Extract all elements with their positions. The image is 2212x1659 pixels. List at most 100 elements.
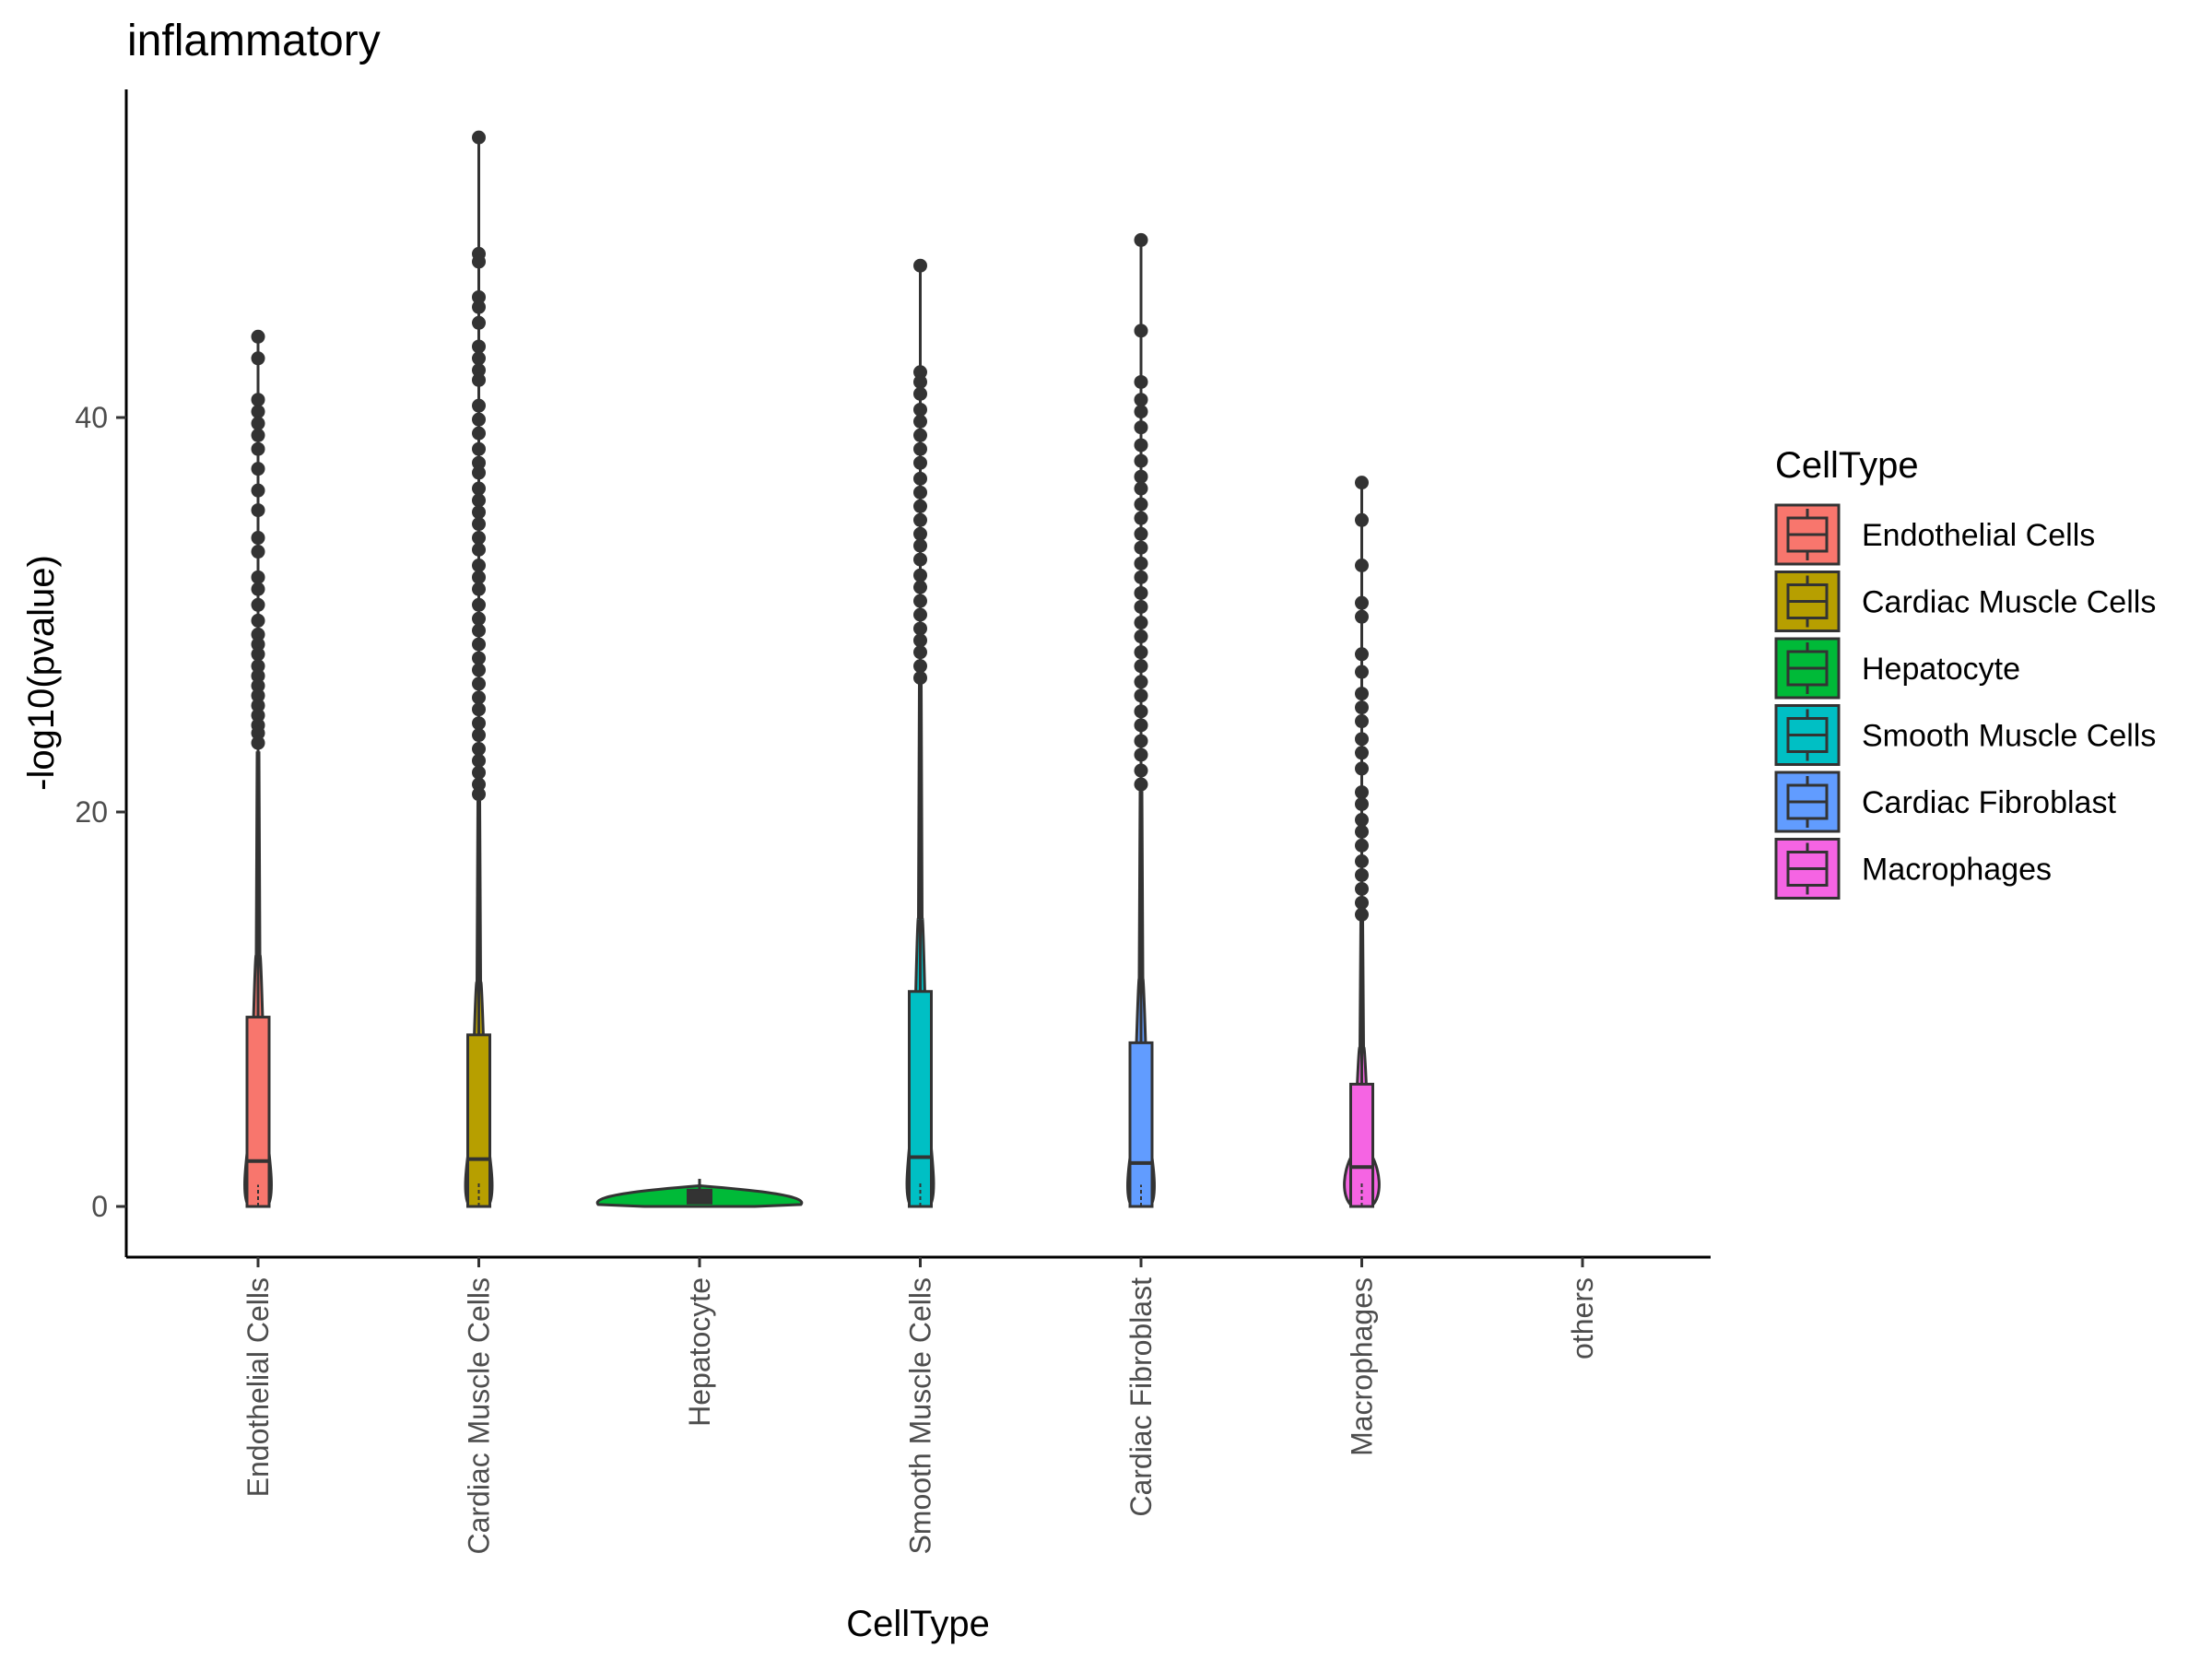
outlier-point-endothelial-cells-9 bbox=[251, 503, 265, 518]
outlier-point-cardiac-fibroblast-20 bbox=[1134, 645, 1148, 660]
x-tick-label-macrophages: Macrophages bbox=[1346, 1277, 1379, 1456]
outlier-point-cardiac-muscle-cells-8 bbox=[472, 363, 486, 378]
outlier-point-smooth-muscle-cells-13 bbox=[913, 526, 927, 541]
outlier-point-cardiac-muscle-cells-14 bbox=[472, 455, 486, 470]
outlier-point-cardiac-fibroblast-29 bbox=[1134, 777, 1148, 792]
outlier-point-cardiac-fibroblast-18 bbox=[1134, 616, 1148, 630]
outlier-point-cardiac-fibroblast-4 bbox=[1134, 405, 1148, 419]
outlier-point-smooth-muscle-cells-17 bbox=[913, 580, 927, 594]
outlier-point-cardiac-muscle-cells-24 bbox=[472, 582, 486, 596]
outlier-point-endothelial-cells-7 bbox=[251, 462, 265, 477]
outlier-point-smooth-muscle-cells-4 bbox=[913, 402, 927, 417]
outlier-point-endothelial-cells-19 bbox=[251, 659, 265, 674]
outlier-point-macrophages-22 bbox=[1355, 907, 1369, 922]
outlier-point-cardiac-muscle-cells-13 bbox=[472, 441, 486, 456]
x-axis-title: CellType bbox=[846, 1604, 990, 1644]
outlier-point-cardiac-fibroblast-21 bbox=[1134, 659, 1148, 674]
outlier-point-cardiac-muscle-cells-10 bbox=[472, 398, 486, 413]
legend-item-endothelial-cells: Endothelial Cells bbox=[1774, 503, 2095, 566]
outlier-point-endothelial-cells-12 bbox=[251, 570, 265, 584]
x-tick-label-cardiac-fibroblast: Cardiac Fibroblast bbox=[1124, 1277, 1158, 1517]
outlier-point-smooth-muscle-cells-1 bbox=[913, 365, 927, 380]
outlier-point-endothelial-cells-24 bbox=[251, 708, 265, 723]
outlier-point-cardiac-muscle-cells-23 bbox=[472, 570, 486, 584]
outlier-point-smooth-muscle-cells-11 bbox=[913, 499, 927, 513]
outlier-point-endothelial-cells-2 bbox=[251, 393, 265, 407]
outlier-point-cardiac-muscle-cells-18 bbox=[472, 505, 486, 520]
series-hepatocyte bbox=[595, 1179, 804, 1208]
legend-label-cardiac-fibroblast: Cardiac Fibroblast bbox=[1862, 785, 2116, 820]
outlier-point-cardiac-muscle-cells-36 bbox=[472, 742, 486, 757]
outlier-point-cardiac-muscle-cells-31 bbox=[472, 677, 486, 691]
outlier-point-endothelial-cells-27 bbox=[251, 735, 265, 750]
outlier-point-macrophages-6 bbox=[1355, 665, 1369, 679]
outlier-point-cardiac-fibroblast-12 bbox=[1134, 526, 1148, 541]
outlier-point-cardiac-fibroblast-27 bbox=[1134, 747, 1148, 762]
outlier-point-smooth-muscle-cells-22 bbox=[913, 645, 927, 660]
outlier-point-macrophages-1 bbox=[1355, 512, 1369, 527]
outlier-point-macrophages-17 bbox=[1355, 838, 1369, 853]
outlier-point-smooth-muscle-cells-3 bbox=[913, 386, 927, 401]
outlier-point-smooth-muscle-cells-6 bbox=[913, 428, 927, 442]
outlier-point-endothelial-cells-23 bbox=[251, 698, 265, 712]
legend-item-smooth-muscle-cells: Smooth Muscle Cells bbox=[1774, 704, 2156, 766]
outlier-point-smooth-muscle-cells-23 bbox=[913, 659, 927, 674]
series-cardiac-fibroblast bbox=[1126, 232, 1156, 1208]
legend-label-macrophages: Macrophages bbox=[1862, 853, 2052, 888]
outlier-point-cardiac-muscle-cells-32 bbox=[472, 690, 486, 705]
outlier-point-smooth-muscle-cells-24 bbox=[913, 670, 927, 685]
box-cardiac-fibroblast bbox=[1128, 1041, 1154, 1208]
outlier-point-smooth-muscle-cells-7 bbox=[913, 441, 927, 456]
outlier-point-cardiac-fibroblast-14 bbox=[1134, 556, 1148, 571]
x-tick-label-endothelial-cells: Endothelial Cells bbox=[241, 1277, 275, 1497]
outlier-point-smooth-muscle-cells-10 bbox=[913, 485, 927, 500]
outlier-point-endothelial-cells-22 bbox=[251, 688, 265, 703]
outlier-point-endothelial-cells-17 bbox=[251, 637, 265, 652]
outlier-point-endothelial-cells-18 bbox=[251, 647, 265, 662]
outlier-point-macrophages-2 bbox=[1355, 559, 1369, 572]
outlier-point-smooth-muscle-cells-9 bbox=[913, 471, 927, 486]
box-endothelial-cells bbox=[245, 1016, 271, 1208]
outlier-point-cardiac-fibroblast-11 bbox=[1134, 511, 1148, 525]
outlier-point-cardiac-muscle-cells-3 bbox=[472, 289, 486, 304]
outlier-point-cardiac-muscle-cells-37 bbox=[472, 753, 486, 768]
outlier-point-endothelial-cells-8 bbox=[251, 483, 265, 498]
outlier-point-cardiac-fibroblast-3 bbox=[1134, 393, 1148, 407]
legend: CellType Endothelial Cells Cardiac Muscle… bbox=[1774, 445, 2156, 900]
legend-item-cardiac-fibroblast: Cardiac Fibroblast bbox=[1774, 771, 2116, 833]
outlier-point-cardiac-muscle-cells-19 bbox=[472, 517, 486, 532]
outlier-point-cardiac-muscle-cells-33 bbox=[472, 702, 486, 717]
outlier-point-cardiac-muscle-cells-11 bbox=[472, 412, 486, 427]
box-macrophages bbox=[1349, 1082, 1374, 1208]
outlier-point-cardiac-fibroblast-16 bbox=[1134, 585, 1148, 600]
y-axis-title: -log10(pvalue) bbox=[21, 555, 62, 791]
box-cardiac-muscle-cells bbox=[466, 1033, 491, 1208]
outlier-point-cardiac-fibroblast-22 bbox=[1134, 675, 1148, 689]
outlier-point-cardiac-muscle-cells-40 bbox=[472, 787, 486, 802]
outlier-point-cardiac-fibroblast-10 bbox=[1134, 497, 1148, 512]
outlier-point-cardiac-muscle-cells-39 bbox=[472, 777, 486, 792]
outlier-point-macrophages-16 bbox=[1355, 824, 1369, 839]
outlier-point-cardiac-fibroblast-7 bbox=[1134, 453, 1148, 468]
series-cardiac-muscle-cells bbox=[464, 130, 494, 1208]
outlier-point-endothelial-cells-5 bbox=[251, 428, 265, 442]
outlier-point-macrophages-10 bbox=[1355, 732, 1369, 747]
outlier-point-smooth-muscle-cells-12 bbox=[913, 512, 927, 527]
outlier-point-macrophages-8 bbox=[1355, 700, 1369, 715]
outlier-point-cardiac-fibroblast-1 bbox=[1134, 324, 1148, 338]
x-tick-label-hepatocyte: Hepatocyte bbox=[683, 1277, 716, 1427]
outlier-point-endothelial-cells-15 bbox=[251, 613, 265, 628]
outlier-point-cardiac-muscle-cells-20 bbox=[472, 531, 486, 546]
outlier-point-endothelial-cells-0 bbox=[251, 329, 265, 344]
outlier-point-macrophages-4 bbox=[1355, 609, 1369, 624]
outlier-point-cardiac-fibroblast-6 bbox=[1134, 438, 1148, 453]
outlier-point-smooth-muscle-cells-20 bbox=[913, 621, 927, 636]
legend-label-smooth-muscle-cells: Smooth Muscle Cells bbox=[1862, 719, 2156, 754]
outlier-point-cardiac-muscle-cells-28 bbox=[472, 637, 486, 652]
outlier-point-cardiac-fibroblast-28 bbox=[1134, 763, 1148, 778]
outlier-point-cardiac-muscle-cells-34 bbox=[472, 716, 486, 731]
outlier-point-smooth-muscle-cells-15 bbox=[913, 552, 927, 567]
outlier-point-cardiac-fibroblast-15 bbox=[1134, 570, 1148, 584]
outlier-point-macrophages-5 bbox=[1355, 647, 1369, 662]
outlier-point-smooth-muscle-cells-18 bbox=[913, 594, 927, 608]
